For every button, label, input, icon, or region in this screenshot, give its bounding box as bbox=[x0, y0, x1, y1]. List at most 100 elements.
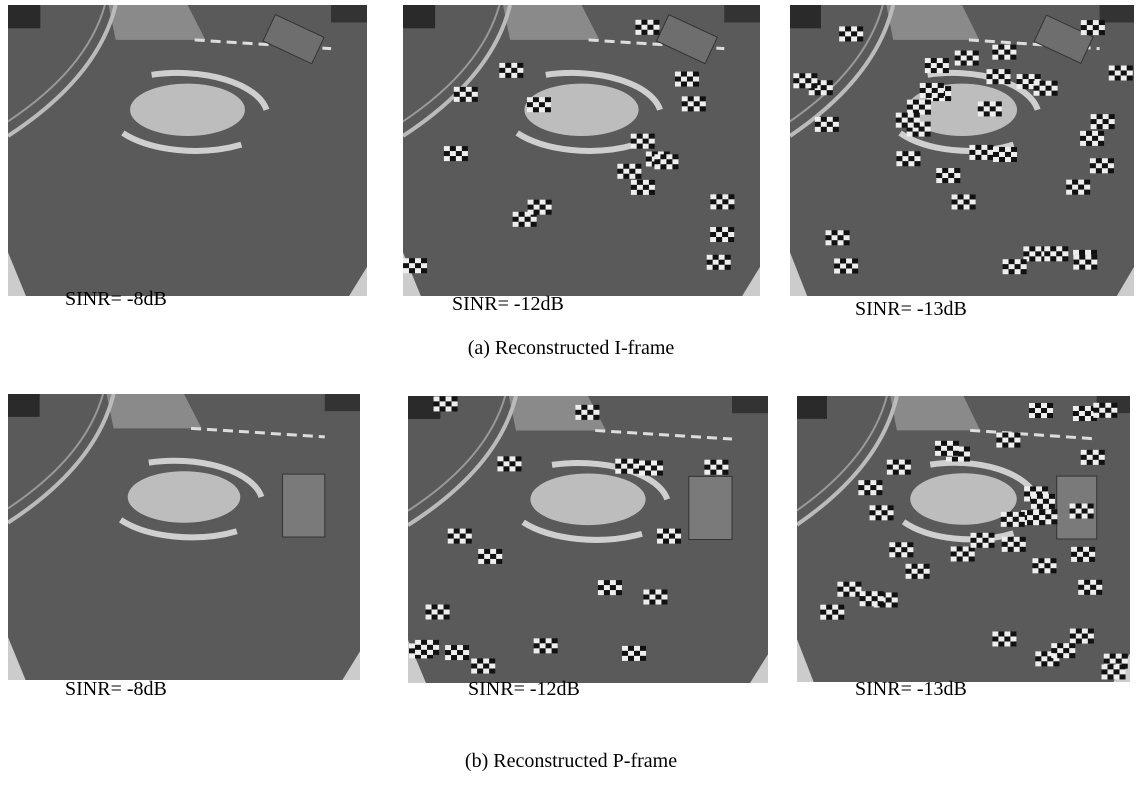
artifact bbox=[1013, 522, 1019, 527]
tree bbox=[331, 5, 367, 22]
artifact bbox=[1043, 499, 1049, 504]
artifact bbox=[1109, 119, 1115, 124]
artifact bbox=[635, 20, 641, 25]
artifact bbox=[958, 199, 964, 204]
artifact bbox=[675, 77, 681, 82]
artifact bbox=[882, 515, 888, 520]
artifact bbox=[1008, 433, 1014, 438]
artifact bbox=[815, 127, 821, 132]
artifact bbox=[527, 102, 533, 107]
artifact bbox=[1103, 114, 1109, 119]
artifact bbox=[838, 605, 844, 610]
artifact bbox=[610, 585, 616, 590]
artifact bbox=[826, 230, 832, 235]
artifact bbox=[633, 464, 639, 469]
artifact bbox=[913, 105, 919, 110]
artifact bbox=[627, 469, 633, 474]
artifact bbox=[1096, 158, 1102, 163]
artifact bbox=[1021, 259, 1027, 264]
artifact bbox=[483, 664, 489, 669]
artifact bbox=[633, 469, 639, 474]
artifact bbox=[1072, 185, 1078, 190]
artifact bbox=[1079, 411, 1085, 416]
artifact bbox=[484, 554, 490, 559]
artifact bbox=[1108, 168, 1114, 173]
artifact bbox=[914, 156, 920, 161]
artifact bbox=[1049, 499, 1055, 504]
artifact bbox=[704, 465, 710, 470]
artifact bbox=[687, 82, 693, 87]
artifact bbox=[513, 212, 519, 217]
artifact bbox=[1099, 408, 1105, 413]
artifact bbox=[876, 485, 882, 490]
artifact bbox=[872, 601, 878, 606]
artifact bbox=[860, 596, 866, 601]
artifact bbox=[1081, 30, 1087, 35]
artifact bbox=[1037, 504, 1043, 509]
artifact bbox=[623, 164, 629, 169]
artifact bbox=[1063, 643, 1069, 648]
artifact bbox=[628, 651, 634, 656]
artifact bbox=[964, 199, 970, 204]
artifact bbox=[998, 45, 1004, 50]
artifact bbox=[941, 446, 947, 451]
artifact bbox=[935, 441, 941, 446]
artifact bbox=[833, 127, 839, 132]
artifact bbox=[1033, 510, 1039, 515]
artifact bbox=[681, 72, 687, 77]
artifact bbox=[1122, 659, 1128, 664]
artifact bbox=[1091, 250, 1097, 255]
artifact bbox=[1004, 69, 1010, 74]
artifact bbox=[1034, 81, 1040, 86]
artifact bbox=[992, 79, 998, 84]
artifact bbox=[483, 659, 489, 664]
artifact bbox=[1093, 408, 1099, 413]
artifact bbox=[978, 111, 984, 116]
artifact bbox=[919, 100, 925, 105]
artifact bbox=[1004, 50, 1010, 55]
artifact bbox=[1099, 403, 1105, 408]
artifact bbox=[1115, 66, 1121, 71]
artifact bbox=[1121, 66, 1127, 71]
artifact bbox=[1037, 494, 1043, 499]
artifact bbox=[1066, 190, 1072, 195]
artifact bbox=[852, 259, 858, 264]
artifact bbox=[895, 542, 901, 547]
artifact bbox=[937, 63, 943, 68]
artifact bbox=[902, 151, 908, 156]
artifact bbox=[947, 441, 953, 446]
artifact bbox=[958, 457, 964, 462]
artifact bbox=[855, 582, 861, 587]
artifact bbox=[1002, 547, 1008, 552]
artifact bbox=[1098, 141, 1104, 146]
artifact bbox=[675, 82, 681, 87]
artifact bbox=[1024, 486, 1030, 491]
artifact bbox=[1004, 636, 1010, 641]
artifact bbox=[622, 651, 628, 656]
artifact bbox=[857, 26, 863, 31]
artifact bbox=[1084, 190, 1090, 195]
artifact bbox=[1083, 547, 1089, 552]
artifact bbox=[1010, 50, 1016, 55]
artifact bbox=[503, 461, 509, 466]
artifact bbox=[649, 180, 655, 185]
artifact bbox=[1023, 79, 1029, 84]
artifact bbox=[728, 204, 734, 209]
artifact bbox=[889, 552, 895, 557]
artifact bbox=[1052, 86, 1058, 91]
artifact bbox=[1049, 494, 1055, 499]
artifact bbox=[527, 107, 533, 112]
artifact bbox=[415, 650, 421, 655]
artifact bbox=[432, 610, 438, 615]
artifact bbox=[546, 643, 552, 648]
artifact bbox=[540, 638, 546, 643]
artifact bbox=[1088, 639, 1094, 644]
artifact bbox=[1015, 259, 1021, 264]
artifact bbox=[694, 101, 700, 106]
artifact bbox=[996, 106, 1002, 111]
artifact bbox=[728, 199, 734, 204]
artifact bbox=[1040, 81, 1046, 86]
panel-caption: (b) Reconstructed P-frame bbox=[465, 750, 677, 773]
artifact bbox=[466, 92, 472, 97]
artifact bbox=[996, 438, 1002, 443]
